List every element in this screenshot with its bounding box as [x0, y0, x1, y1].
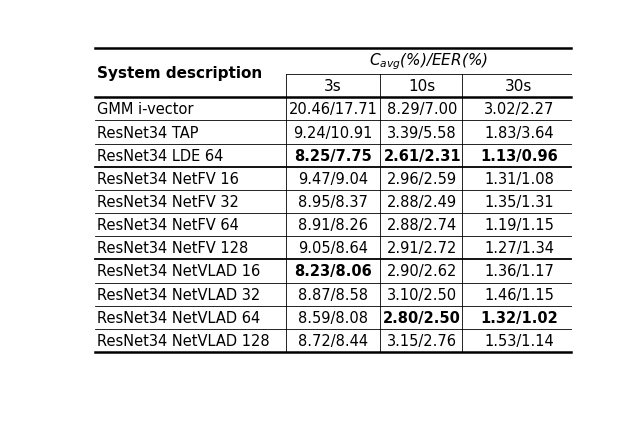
Text: 9.24/10.91: 9.24/10.91	[293, 125, 372, 140]
Text: 20.46/17.71: 20.46/17.71	[289, 102, 378, 117]
Text: ResNet34 LDE 64: ResNet34 LDE 64	[97, 148, 224, 163]
Text: 10s: 10s	[408, 79, 436, 94]
Text: ResNet34 NetVLAD 16: ResNet34 NetVLAD 16	[97, 264, 260, 279]
Text: 1.53/1.14: 1.53/1.14	[484, 333, 554, 348]
Text: ResNet34 NetFV 128: ResNet34 NetFV 128	[97, 241, 248, 256]
Text: 8.95/8.37: 8.95/8.37	[298, 194, 368, 209]
Text: ResNet34 NetFV 16: ResNet34 NetFV 16	[97, 171, 239, 187]
Text: ResNet34 NetFV 64: ResNet34 NetFV 64	[97, 218, 239, 233]
Text: System description: System description	[97, 66, 262, 81]
Text: 2.80/2.50: 2.80/2.50	[383, 310, 461, 325]
Text: 9.47/9.04: 9.47/9.04	[298, 171, 368, 187]
Text: 8.91/8.26: 8.91/8.26	[298, 218, 368, 233]
Text: 2.91/2.72: 2.91/2.72	[387, 241, 458, 256]
Text: 1.46/1.15: 1.46/1.15	[484, 287, 554, 302]
Text: 1.31/1.08: 1.31/1.08	[484, 171, 554, 187]
Text: 8.29/7.00: 8.29/7.00	[387, 102, 458, 117]
Text: 30s: 30s	[505, 79, 532, 94]
Text: 9.05/8.64: 9.05/8.64	[298, 241, 368, 256]
Text: 8.87/8.58: 8.87/8.58	[298, 287, 368, 302]
Text: ResNet34 NetVLAD 128: ResNet34 NetVLAD 128	[97, 333, 270, 348]
Text: 3s: 3s	[324, 79, 342, 94]
Text: 1.36/1.17: 1.36/1.17	[484, 264, 554, 279]
Text: 3.02/2.27: 3.02/2.27	[484, 102, 554, 117]
Text: 2.88/2.74: 2.88/2.74	[387, 218, 458, 233]
Text: 8.59/8.08: 8.59/8.08	[298, 310, 368, 325]
Text: 2.88/2.49: 2.88/2.49	[387, 194, 458, 209]
Text: 8.72/8.44: 8.72/8.44	[298, 333, 368, 348]
Text: $C_{avg}$(%)/EER(%): $C_{avg}$(%)/EER(%)	[369, 52, 488, 72]
Text: 1.83/3.64: 1.83/3.64	[484, 125, 554, 140]
Text: ResNet34 NetFV 32: ResNet34 NetFV 32	[97, 194, 239, 209]
Text: 1.27/1.34: 1.27/1.34	[484, 241, 554, 256]
Text: 1.19/1.15: 1.19/1.15	[484, 218, 554, 233]
Text: ResNet34 NetVLAD 64: ResNet34 NetVLAD 64	[97, 310, 260, 325]
Text: GMM i-vector: GMM i-vector	[97, 102, 194, 117]
Text: 1.13/0.96: 1.13/0.96	[480, 148, 558, 163]
Text: 2.61/2.31: 2.61/2.31	[383, 148, 461, 163]
Text: 8.25/7.75: 8.25/7.75	[294, 148, 372, 163]
Text: 8.23/8.06: 8.23/8.06	[294, 264, 372, 279]
Text: ResNet34 NetVLAD 32: ResNet34 NetVLAD 32	[97, 287, 260, 302]
Text: ResNet34 TAP: ResNet34 TAP	[97, 125, 199, 140]
Text: 1.35/1.31: 1.35/1.31	[484, 194, 554, 209]
Text: 3.10/2.50: 3.10/2.50	[387, 287, 458, 302]
Text: 3.39/5.58: 3.39/5.58	[387, 125, 457, 140]
Text: 2.90/2.62: 2.90/2.62	[387, 264, 458, 279]
Text: 2.96/2.59: 2.96/2.59	[387, 171, 458, 187]
Text: 1.32/1.02: 1.32/1.02	[480, 310, 558, 325]
Text: 3.15/2.76: 3.15/2.76	[387, 333, 457, 348]
